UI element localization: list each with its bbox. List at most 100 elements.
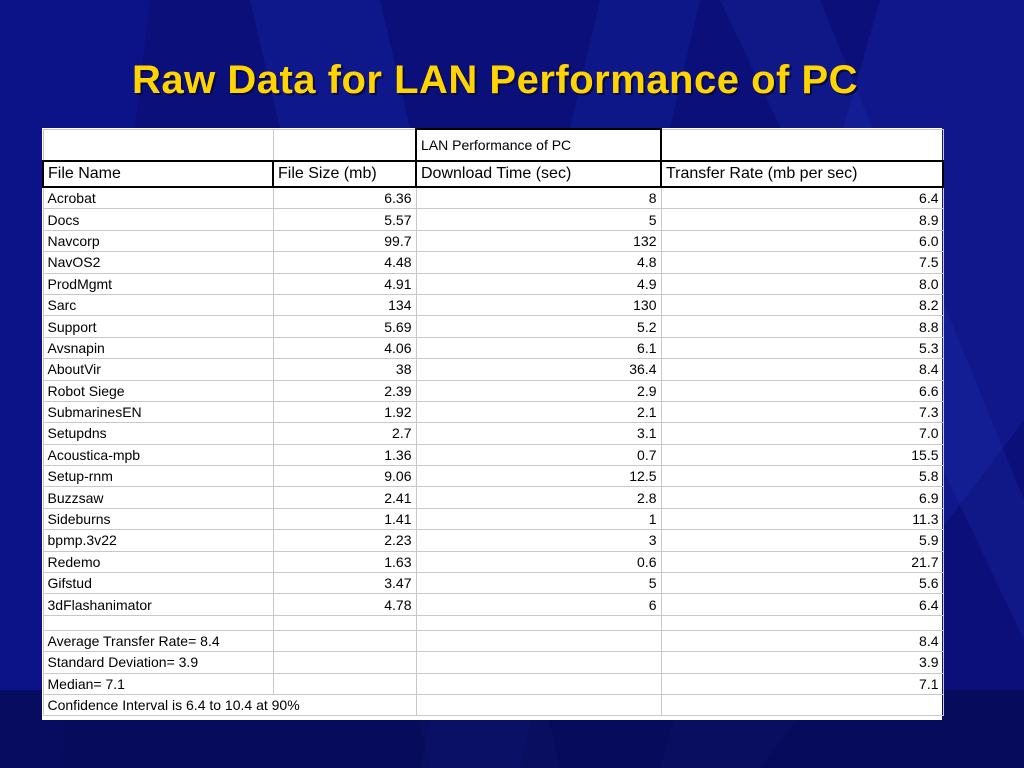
download-time-cell: 12.5 bbox=[415, 465, 662, 488]
file-size-cell: 4.91 bbox=[272, 272, 417, 295]
transfer-rate-cell: 6.4 bbox=[660, 186, 944, 210]
transfer-rate-cell: 11.3 bbox=[660, 507, 944, 531]
empty-cell bbox=[272, 672, 417, 695]
file-name-cell: bpmp.3v22 bbox=[42, 529, 274, 552]
transfer-rate-cell: 21.7 bbox=[660, 550, 944, 574]
download-time-cell: 130 bbox=[415, 293, 662, 317]
file-size-cell: 38 bbox=[272, 358, 417, 381]
table-row: bpmp.3v22 2.23 3 5.9 bbox=[42, 529, 944, 552]
file-size-cell: 5.69 bbox=[272, 315, 417, 338]
file-name-cell: AboutVir bbox=[42, 358, 274, 381]
transfer-rate-cell: 15.5 bbox=[660, 443, 944, 467]
empty-cell bbox=[415, 693, 662, 717]
footer-row: Confidence Interval is 6.4 to 10.4 at 90… bbox=[42, 693, 944, 717]
transfer-rate-cell: 7.3 bbox=[660, 400, 944, 424]
table-row: Buzzsaw 2.41 2.8 6.9 bbox=[42, 486, 944, 509]
file-name-cell: NavOS2 bbox=[42, 251, 274, 274]
file-size-cell: 4.06 bbox=[272, 336, 417, 360]
table-row: Gifstud 3.47 5 5.6 bbox=[42, 572, 944, 595]
file-size-cell: 6.36 bbox=[272, 186, 417, 210]
table-row: SubmarinesEN 1.92 2.1 7.3 bbox=[42, 400, 944, 424]
file-name-cell: Setupdns bbox=[42, 422, 274, 445]
file-name-cell: ProdMgmt bbox=[42, 272, 274, 295]
file-name-cell: SubmarinesEN bbox=[42, 400, 274, 424]
download-time-cell: 5.2 bbox=[415, 315, 662, 338]
file-size-cell: 2.7 bbox=[272, 422, 417, 445]
download-time-cell: 36.4 bbox=[415, 358, 662, 381]
file-size-cell: 3.47 bbox=[272, 572, 417, 595]
table-row: Acrobat 6.36 8 6.4 bbox=[42, 186, 944, 210]
file-name-cell: Sarc bbox=[42, 293, 274, 317]
file-name-cell: Setup-rnm bbox=[42, 465, 274, 488]
file-size-cell: 134 bbox=[272, 293, 417, 317]
stat-value: 3.9 bbox=[660, 651, 944, 674]
table-row: Support 5.69 5.2 8.8 bbox=[42, 315, 944, 338]
download-time-cell: 4.9 bbox=[415, 272, 662, 295]
file-name-cell: Acrobat bbox=[42, 186, 274, 210]
download-time-cell: 5 bbox=[415, 572, 662, 595]
file-size-cell: 1.41 bbox=[272, 507, 417, 531]
slide-title: Raw Data for LAN Performance of PC bbox=[131, 58, 859, 102]
file-name-cell: 3dFlashanimator bbox=[42, 593, 274, 616]
download-time-cell: 3.1 bbox=[415, 422, 662, 445]
transfer-rate-cell: 5.9 bbox=[660, 529, 944, 552]
transfer-rate-cell: 6.4 bbox=[660, 593, 944, 616]
file-size-cell: 5.57 bbox=[272, 208, 417, 231]
table-row: Setupdns 2.7 3.1 7.0 bbox=[42, 422, 944, 445]
file-size-cell: 2.23 bbox=[272, 529, 417, 552]
file-size-cell: 9.06 bbox=[272, 465, 417, 488]
file-name-cell: Docs bbox=[42, 208, 274, 231]
file-size-cell: 1.36 bbox=[272, 443, 417, 467]
header-download-time: Download Time (sec) bbox=[415, 160, 662, 188]
file-size-cell: 4.78 bbox=[272, 593, 417, 616]
file-name-cell: Buzzsaw bbox=[42, 486, 274, 509]
download-time-cell: 2.8 bbox=[415, 486, 662, 509]
empty-cell bbox=[272, 651, 417, 674]
file-size-cell: 2.41 bbox=[272, 486, 417, 509]
table-row: 3dFlashanimator 4.78 6 6.4 bbox=[42, 593, 944, 616]
file-name-cell: Support bbox=[42, 315, 274, 338]
download-time-cell: 132 bbox=[415, 229, 662, 253]
download-time-cell: 3 bbox=[415, 529, 662, 552]
header-transfer-rate: Transfer Rate (mb per sec) bbox=[660, 160, 944, 188]
empty-cell bbox=[272, 128, 417, 162]
download-time-cell: 2.9 bbox=[415, 379, 662, 402]
file-size-cell: 4.48 bbox=[272, 251, 417, 274]
table-row: Setup-rnm 9.06 12.5 5.8 bbox=[42, 465, 944, 488]
table-row: Robot Siege 2.39 2.9 6.6 bbox=[42, 379, 944, 402]
table-row: Sarc 134 130 8.2 bbox=[42, 293, 944, 317]
stat-value: 7.1 bbox=[660, 672, 944, 695]
transfer-rate-cell: 6.0 bbox=[660, 229, 944, 253]
empty-cell bbox=[415, 672, 662, 695]
lan-performance-table: LAN Performance of PC File Name File Siz… bbox=[42, 128, 944, 717]
data-sheet: LAN Performance of PC File Name File Siz… bbox=[42, 128, 944, 720]
header-row: File Name File Size (mb) Download Time (… bbox=[42, 160, 944, 188]
table-title-row: LAN Performance of PC bbox=[42, 128, 944, 162]
spacer-row bbox=[42, 614, 944, 631]
transfer-rate-cell: 5.3 bbox=[660, 336, 944, 360]
file-size-cell: 99.7 bbox=[272, 229, 417, 253]
download-time-cell: 6.1 bbox=[415, 336, 662, 360]
file-name-cell: Redemo bbox=[42, 550, 274, 574]
download-time-cell: 5 bbox=[415, 208, 662, 231]
transfer-rate-cell: 8.8 bbox=[660, 315, 944, 338]
stat-row: Median= 7.1 7.1 bbox=[42, 672, 944, 695]
transfer-rate-cell: 5.6 bbox=[660, 572, 944, 595]
file-name-cell: Gifstud bbox=[42, 572, 274, 595]
transfer-rate-cell: 6.9 bbox=[660, 486, 944, 509]
empty-cell bbox=[42, 128, 274, 162]
file-size-cell: 1.92 bbox=[272, 400, 417, 424]
transfer-rate-cell: 8.0 bbox=[660, 272, 944, 295]
table-title: LAN Performance of PC bbox=[415, 128, 662, 162]
table-row: ProdMgmt 4.91 4.9 8.0 bbox=[42, 272, 944, 295]
download-time-cell: 8 bbox=[415, 186, 662, 210]
transfer-rate-cell: 7.5 bbox=[660, 251, 944, 274]
empty-cell bbox=[660, 693, 944, 717]
empty-cell bbox=[272, 614, 417, 631]
file-name-cell: Avsnapin bbox=[42, 336, 274, 360]
stat-value: 8.4 bbox=[660, 629, 944, 653]
empty-cell bbox=[660, 128, 944, 162]
file-size-cell: 2.39 bbox=[272, 379, 417, 402]
download-time-cell: 1 bbox=[415, 507, 662, 531]
empty-cell bbox=[660, 614, 944, 631]
